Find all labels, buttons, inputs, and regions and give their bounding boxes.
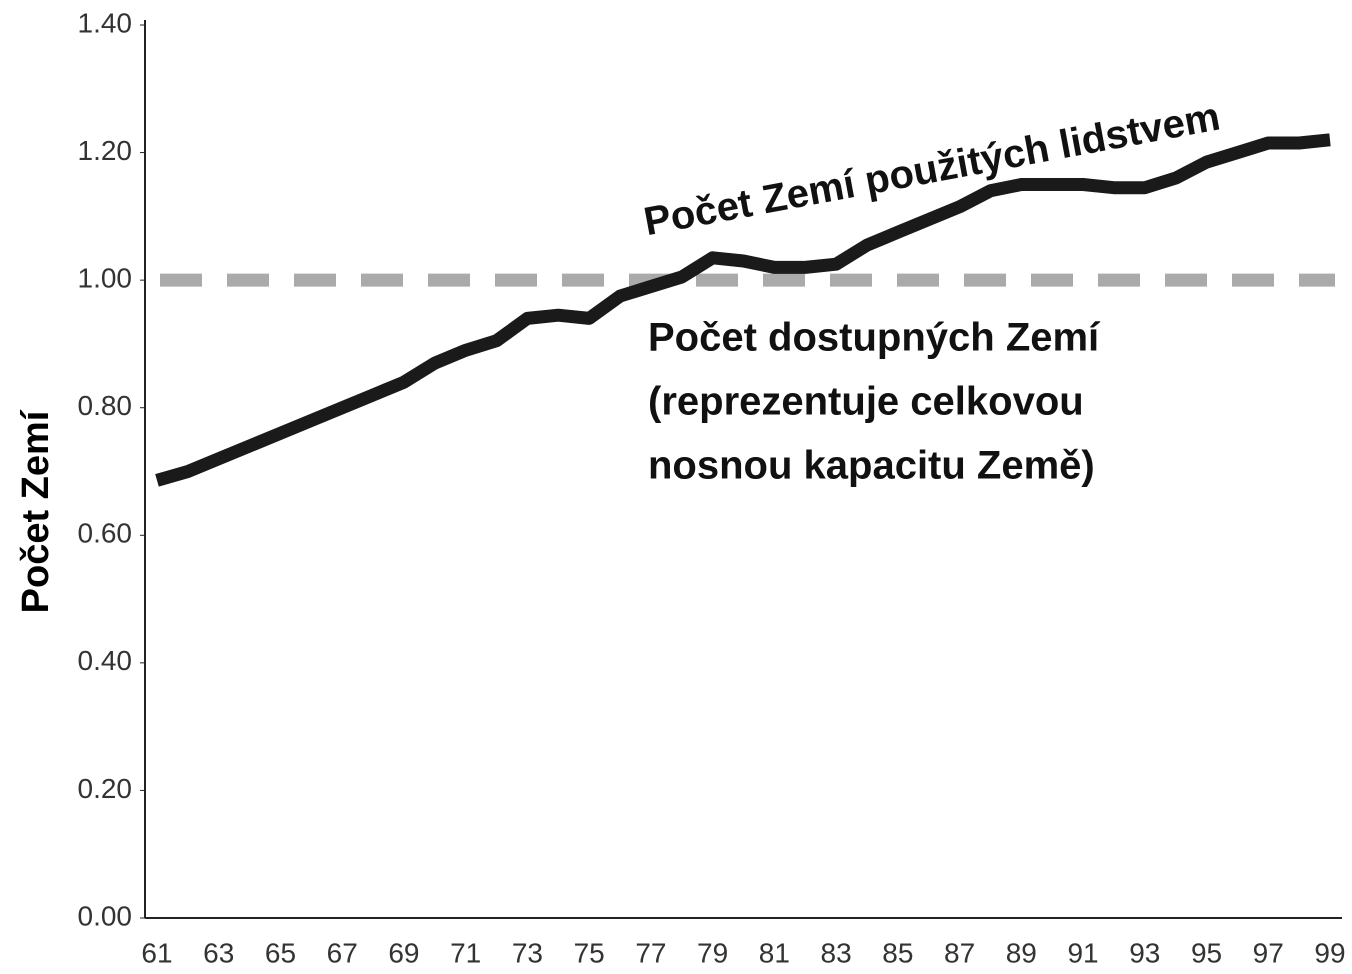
x-tick-label: 65 <box>265 937 296 968</box>
x-tick-label: 81 <box>759 937 790 968</box>
x-tick-label: 99 <box>1314 937 1345 968</box>
x-tick-label: 83 <box>821 937 852 968</box>
x-tick-label: 61 <box>141 937 172 968</box>
y-tick-label: 1.20 <box>78 135 133 166</box>
x-tick-label: 91 <box>1067 937 1098 968</box>
y-tick-label: 1.40 <box>78 7 133 38</box>
x-tick-label: 87 <box>944 937 975 968</box>
x-tick-label: 75 <box>574 937 605 968</box>
reference-label: nosnou kapacitu Země) <box>648 444 1095 488</box>
x-tick-label: 93 <box>1129 937 1160 968</box>
y-tick-label: 0.20 <box>78 773 133 804</box>
x-tick-label: 79 <box>697 937 728 968</box>
x-tick-label: 69 <box>388 937 419 968</box>
y-tick-label: 0.60 <box>78 518 133 549</box>
y-tick-label: 0.80 <box>78 390 133 421</box>
x-tick-label: 85 <box>882 937 913 968</box>
x-tick-label: 95 <box>1191 937 1222 968</box>
data-line <box>155 133 1331 487</box>
x-tick-label: 89 <box>1006 937 1037 968</box>
x-tick-label: 77 <box>635 937 666 968</box>
reference-label: (reprezentuje celkovou <box>648 380 1084 424</box>
x-tick-label: 97 <box>1253 937 1284 968</box>
reference-label: Počet dostupných Zemí <box>648 316 1101 360</box>
y-tick-label: 0.00 <box>78 900 133 931</box>
x-tick-label: 73 <box>512 937 543 968</box>
x-tick-label: 63 <box>203 937 234 968</box>
y-tick-label: 1.00 <box>78 263 133 294</box>
y-axis-title: Počet Zemí <box>15 409 57 613</box>
y-tick-label: 0.40 <box>78 645 133 676</box>
x-tick-label: 67 <box>327 937 358 968</box>
x-tick-label: 71 <box>450 937 481 968</box>
